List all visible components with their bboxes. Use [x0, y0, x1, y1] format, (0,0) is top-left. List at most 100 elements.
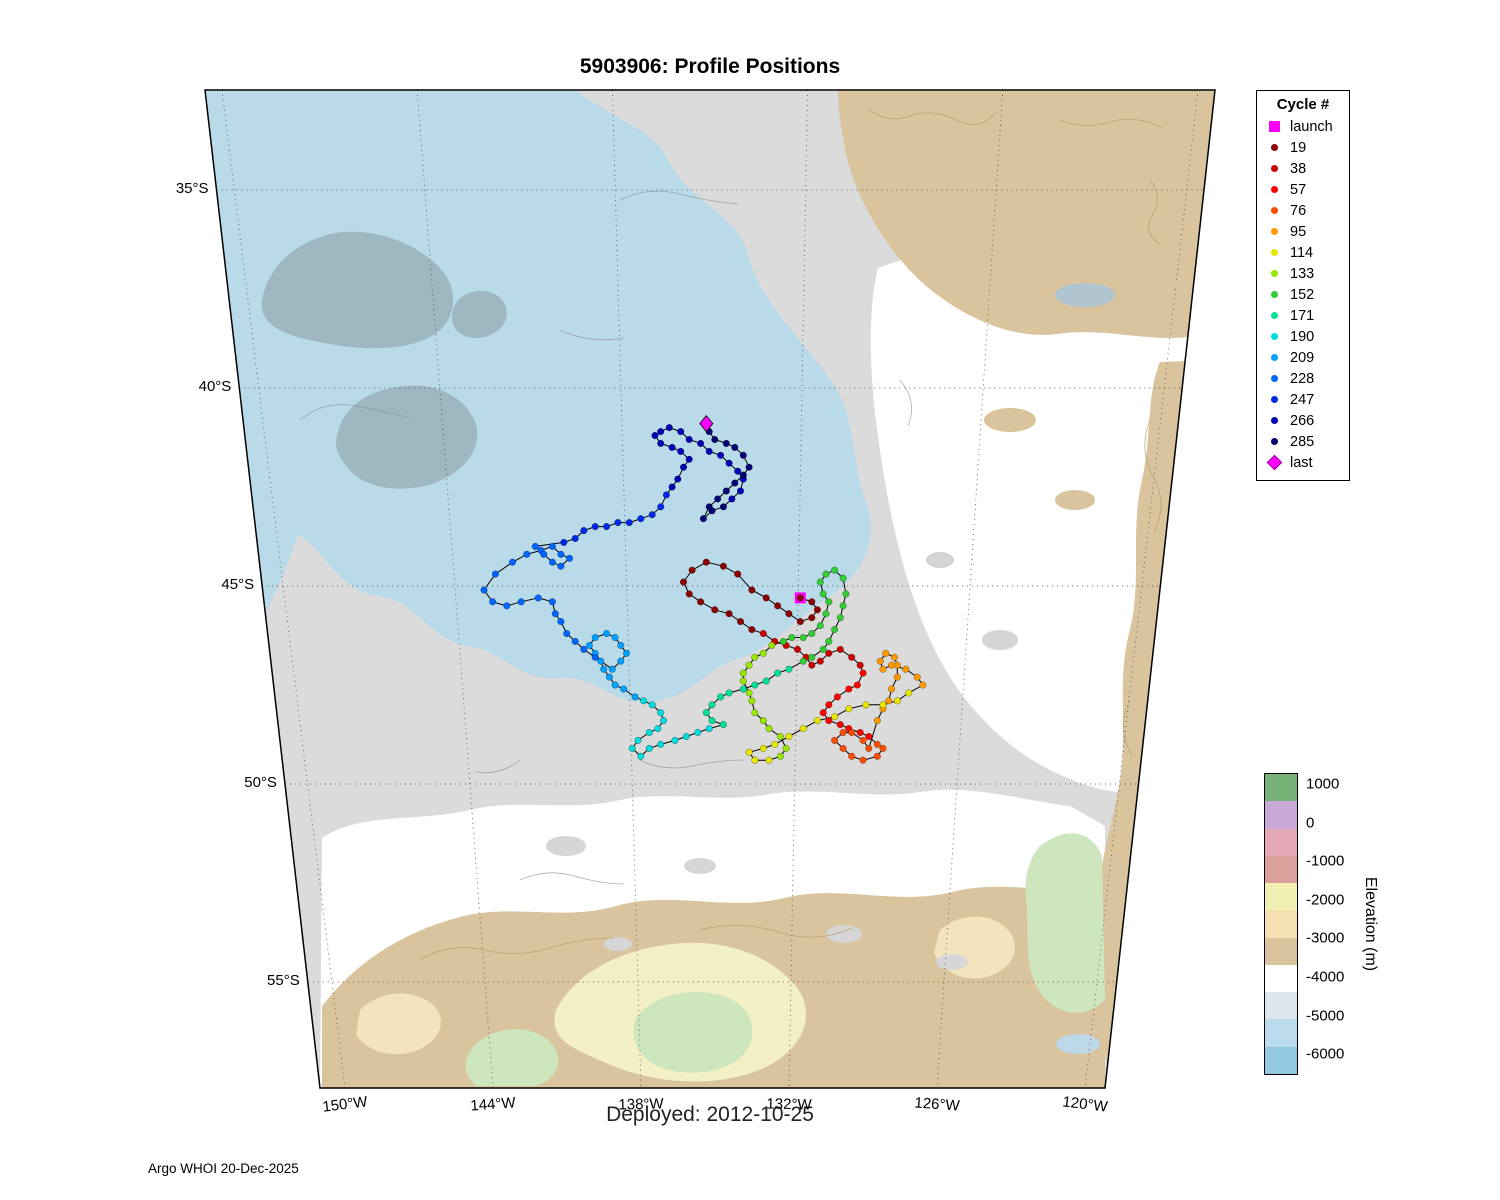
profile-dot	[799, 657, 807, 665]
grid-meridian	[936, 89, 1004, 1089]
credit-text: Argo WHOI 20-Dec-2025	[148, 1161, 299, 1176]
profile-dot	[888, 685, 896, 693]
profile-dot	[808, 653, 816, 661]
profile-dot	[848, 752, 856, 760]
profile-dot	[893, 673, 901, 681]
profile-dot	[651, 432, 659, 439]
contour-line	[559, 329, 625, 341]
legend-item-cycle-247-marker-icon	[1268, 396, 1281, 403]
grid-meridian	[416, 89, 494, 1089]
legend-item-cycle-266: 266	[1257, 410, 1349, 431]
profile-dot	[611, 634, 619, 641]
profile-dot	[620, 685, 628, 693]
profile-dot	[708, 701, 716, 709]
profile-dot	[873, 740, 881, 748]
legend-item-cycle-57: 57	[1257, 179, 1349, 200]
profile-dot	[776, 733, 784, 740]
legend-item-cycle-190-label: 190	[1290, 328, 1315, 345]
profile-dot	[853, 681, 861, 689]
last-position-marker	[699, 415, 714, 433]
profile-dot	[682, 733, 690, 740]
profile-dot	[548, 598, 556, 606]
profile-dot	[768, 641, 776, 649]
colorbar-tick-label: -1000	[1306, 852, 1345, 870]
profile-dot	[551, 610, 559, 618]
profile-dot	[657, 709, 665, 717]
profile-dot	[557, 562, 565, 570]
shallow-green-patch	[633, 992, 753, 1073]
profile-dot	[523, 550, 531, 558]
profile-dot	[848, 729, 856, 736]
colorbar-band	[1265, 828, 1297, 856]
profile-dot	[705, 447, 713, 455]
legend-item-last: last	[1257, 452, 1349, 473]
profile-dot	[557, 618, 565, 626]
seamount	[984, 408, 1036, 432]
profile-dot	[617, 641, 625, 649]
profile-dot	[557, 550, 565, 558]
profile-dot	[759, 717, 767, 725]
profile-dot	[662, 491, 670, 499]
profile-dot	[745, 661, 753, 669]
contour-line	[899, 379, 912, 427]
profile-dot	[580, 527, 588, 535]
legend-item-cycle-266-label: 266	[1290, 412, 1315, 429]
colorbar-band	[1265, 801, 1297, 829]
profile-dot	[548, 542, 556, 550]
profile-dot	[905, 689, 913, 697]
profile-dot	[765, 756, 773, 764]
profile-dot	[597, 657, 605, 665]
profile-dot	[808, 661, 816, 669]
lon-tick-label: 132°W	[766, 1095, 812, 1114]
profile-dot	[628, 744, 636, 752]
profile-dot	[831, 736, 839, 744]
profile-dot	[888, 661, 896, 669]
profile-dot	[751, 653, 759, 661]
lat-tick-label: 55°S	[267, 972, 300, 989]
profile-dot	[591, 523, 599, 531]
profile-dot	[839, 744, 847, 752]
legend-item-cycle-171: 171	[1257, 305, 1349, 326]
profile-dot	[879, 665, 887, 673]
profile-dot	[745, 748, 753, 756]
profile-dot	[751, 681, 759, 689]
profile-dot	[796, 594, 804, 602]
profile-dot	[534, 594, 542, 602]
colorbar-band	[1265, 964, 1297, 993]
profile-dot	[731, 443, 739, 451]
profile-dot	[605, 673, 613, 681]
cycle-legend: Cycle # launch 19 38 57 76 95 114 133 152 171 190 2…	[1256, 90, 1350, 481]
lat-tick-label: 35°S	[175, 180, 209, 197]
profile-dot	[759, 649, 767, 657]
profile-dot	[859, 736, 867, 744]
contour-line	[1059, 118, 1163, 129]
colorbar-tick-label: -6000	[1306, 1045, 1345, 1063]
profile-dot	[728, 495, 736, 503]
legend-item-cycle-57-marker-icon	[1268, 186, 1281, 193]
profile-dot	[913, 673, 921, 681]
lat-tick-label: 50°S	[244, 774, 277, 791]
colorbar-band	[1265, 937, 1297, 965]
profile-dot	[885, 697, 893, 705]
profile-dot	[839, 602, 847, 610]
profile-dot	[702, 709, 710, 717]
legend-item-cycle-76-marker-icon	[1268, 207, 1281, 214]
legend-item-cycle-171-marker-icon	[1268, 312, 1281, 319]
profile-dot	[631, 693, 639, 701]
profile-dot	[819, 590, 827, 598]
profile-dot	[836, 614, 844, 622]
profile-dot	[674, 475, 682, 483]
profile-dot	[571, 637, 579, 645]
colorbar-axis-label: Elevation (m)	[1362, 876, 1379, 972]
profile-dot	[822, 570, 830, 578]
gray-blob	[684, 858, 716, 874]
profile-dot	[799, 634, 807, 641]
profile-dot	[859, 669, 867, 677]
legend-item-last-label: last	[1290, 454, 1313, 471]
profile-dot	[794, 645, 801, 653]
profile-dot	[591, 653, 599, 661]
profile-dot	[822, 610, 830, 618]
profile-dot	[848, 653, 856, 661]
profile-dot	[919, 681, 927, 689]
